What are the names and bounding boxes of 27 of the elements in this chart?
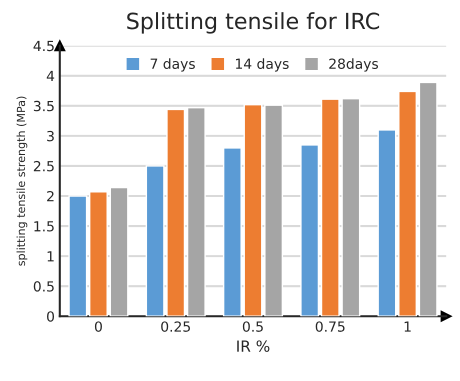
legend-label: 7 days [150,58,195,72]
y-tick-label: 0.5 [34,281,54,292]
y-tick-label: 4.5 [34,40,54,52]
bar [186,106,206,316]
y-tick-label: 1 [48,251,54,262]
x-axis-title: IR % [237,340,270,352]
x-tick-label: 0.5 [242,321,263,332]
legend-label: 14 days [236,58,289,72]
legend-label: 28days [329,58,378,72]
bar [166,108,186,316]
y-tick-label: 4 [46,70,54,82]
bar [300,144,320,316]
x-tick-label: 0.25 [161,321,190,332]
bar [341,98,360,316]
x-tick-label: 1 [404,322,411,332]
x-tick-label: 0.75 [316,321,345,332]
y-tick-label: 2.5 [34,160,54,172]
bar [320,98,340,316]
y-tick-label: 3 [47,130,54,142]
y-tick-label: 0 [47,311,54,322]
y-tick-label: 2 [47,190,54,202]
y-tick-label: 1.5 [34,221,54,232]
y-tick-label: 3.5 [34,100,54,112]
bar [146,165,165,316]
y-axis-title: splitting tensile strength (MPa) [16,96,28,266]
x-tick-label: 0 [94,321,102,332]
chart-title: Splitting tensile for IRC [127,12,380,34]
